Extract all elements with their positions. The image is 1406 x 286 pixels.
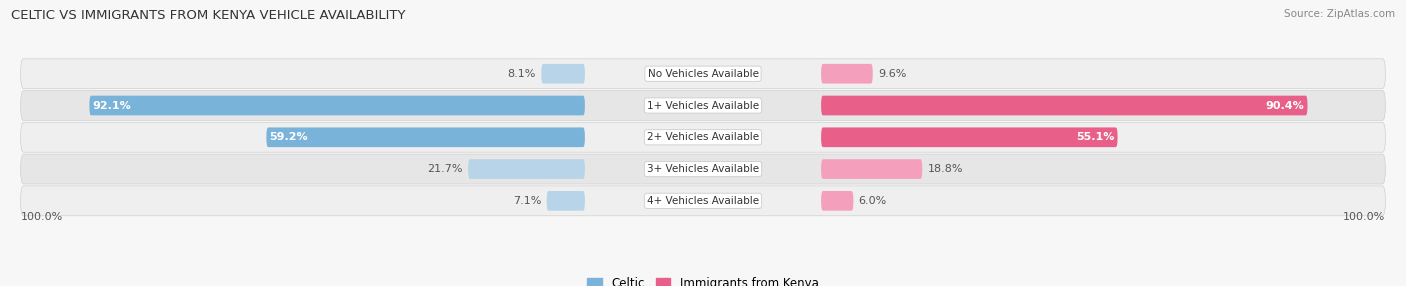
FancyBboxPatch shape xyxy=(266,128,585,147)
FancyBboxPatch shape xyxy=(547,191,585,211)
FancyBboxPatch shape xyxy=(541,64,585,84)
Text: No Vehicles Available: No Vehicles Available xyxy=(648,69,758,79)
FancyBboxPatch shape xyxy=(21,59,1385,89)
FancyBboxPatch shape xyxy=(821,128,1118,147)
Text: 6.0%: 6.0% xyxy=(859,196,887,206)
Text: 4+ Vehicles Available: 4+ Vehicles Available xyxy=(647,196,759,206)
FancyBboxPatch shape xyxy=(21,91,1385,120)
Legend: Celtic, Immigrants from Kenya: Celtic, Immigrants from Kenya xyxy=(582,272,824,286)
FancyBboxPatch shape xyxy=(21,122,1385,152)
Text: 18.8%: 18.8% xyxy=(928,164,963,174)
Text: CELTIC VS IMMIGRANTS FROM KENYA VEHICLE AVAILABILITY: CELTIC VS IMMIGRANTS FROM KENYA VEHICLE … xyxy=(11,9,406,21)
FancyBboxPatch shape xyxy=(821,96,1308,115)
Text: 100.0%: 100.0% xyxy=(21,212,63,223)
Text: 8.1%: 8.1% xyxy=(508,69,536,79)
Text: 3+ Vehicles Available: 3+ Vehicles Available xyxy=(647,164,759,174)
FancyBboxPatch shape xyxy=(90,96,585,115)
Text: 2+ Vehicles Available: 2+ Vehicles Available xyxy=(647,132,759,142)
Text: 100.0%: 100.0% xyxy=(1343,212,1385,223)
FancyBboxPatch shape xyxy=(821,159,922,179)
Text: Source: ZipAtlas.com: Source: ZipAtlas.com xyxy=(1284,9,1395,19)
FancyBboxPatch shape xyxy=(21,186,1385,216)
Text: 9.6%: 9.6% xyxy=(877,69,907,79)
Text: 92.1%: 92.1% xyxy=(93,100,131,110)
FancyBboxPatch shape xyxy=(21,154,1385,184)
FancyBboxPatch shape xyxy=(821,191,853,211)
FancyBboxPatch shape xyxy=(821,64,873,84)
Text: 1+ Vehicles Available: 1+ Vehicles Available xyxy=(647,100,759,110)
Text: 55.1%: 55.1% xyxy=(1076,132,1115,142)
Text: 21.7%: 21.7% xyxy=(427,164,463,174)
Text: 59.2%: 59.2% xyxy=(270,132,308,142)
Text: 7.1%: 7.1% xyxy=(513,196,541,206)
Text: 90.4%: 90.4% xyxy=(1265,100,1305,110)
FancyBboxPatch shape xyxy=(468,159,585,179)
